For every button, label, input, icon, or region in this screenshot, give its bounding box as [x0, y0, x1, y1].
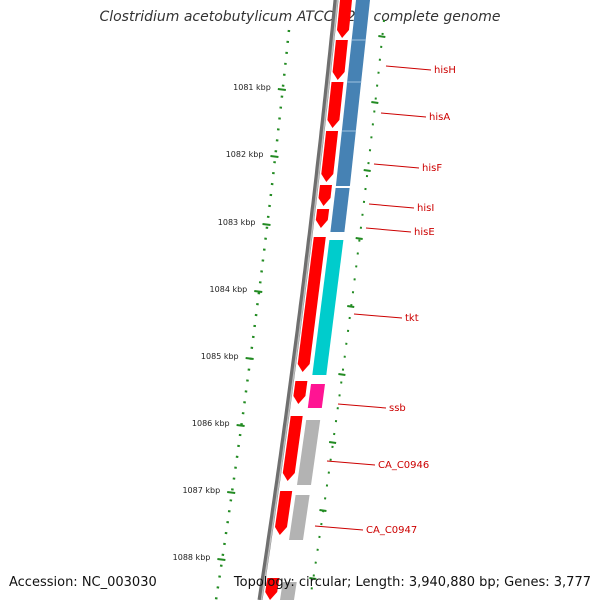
gene-label: ssb [389, 403, 406, 414]
gene-leader-line [365, 227, 412, 233]
outer-dotted-track [214, 29, 291, 600]
accession-text: Accession: NC_003030 [9, 575, 157, 590]
scale-tick-label: 1084 kbp [210, 285, 248, 294]
map-title: Clostridium acetobutylicum ATCC 824, com… [99, 9, 501, 25]
his-operon-block [335, 0, 370, 186]
scale-tick-label: 1083 kbp [218, 218, 256, 227]
track-tick [347, 305, 355, 308]
scale-tick-label: 1086 kbp [192, 419, 230, 428]
scale-tick [236, 424, 245, 427]
gene-leader-line [380, 112, 427, 118]
scale-tick-label: 1085 kbp [201, 352, 239, 361]
scale-tick [270, 155, 279, 158]
cds-arrow [327, 82, 344, 128]
cds-arrow [337, 0, 352, 38]
scale-tick-label: 1081 kbp [233, 83, 271, 92]
track-tick [338, 373, 346, 376]
scale-tick-label: 1082 kbp [226, 150, 264, 159]
cds-arrow [297, 237, 326, 372]
his-operon-block [330, 188, 350, 232]
scale-tick [227, 491, 236, 494]
gene-label: hisF [422, 163, 442, 174]
track-tick [378, 35, 386, 38]
gene-leader-line [373, 163, 420, 169]
gene-label: hisA [429, 112, 450, 123]
gene-label: hisE [414, 227, 435, 238]
cds-arrow [265, 578, 280, 600]
track-tick [355, 237, 363, 240]
scale-tick [254, 290, 263, 293]
genome-summary-text: Topology: circular; Length: 3,940,880 bp… [233, 575, 591, 590]
cds-arrow [321, 131, 339, 182]
hypothetical-block [297, 420, 321, 485]
track-tick [309, 577, 317, 580]
cds-arrow [282, 416, 303, 481]
cds-arrow [318, 185, 332, 206]
scale-tick-label: 1088 kbp [173, 553, 211, 562]
scale-tick [245, 357, 254, 360]
cds-arrow [315, 209, 330, 228]
track-tick [371, 101, 379, 104]
ssb-block [307, 384, 325, 408]
track-tick [328, 441, 337, 444]
backbone-line [257, 0, 339, 600]
gene-leader-line [314, 525, 364, 531]
cds-arrow [275, 491, 293, 535]
track-tick [363, 169, 371, 172]
gene-leader-line [337, 403, 387, 409]
scale-tick [217, 558, 226, 561]
gene-label: CA_C0946 [378, 460, 429, 471]
scale-tick [277, 88, 286, 91]
scale-tick [262, 223, 271, 226]
gene-leader-line [353, 313, 403, 319]
gene-leader-line [385, 65, 432, 71]
scale-tick-label: 1087 kbp [182, 486, 220, 495]
backbone-highlight [260, 0, 339, 600]
gene-label: hisH [434, 65, 456, 76]
tkt-block [312, 240, 344, 375]
cds-arrow [293, 381, 308, 404]
hypothetical-block [280, 582, 297, 600]
hypothetical-block [289, 495, 310, 540]
gene-label: hisI [417, 203, 434, 214]
gene-label: tkt [405, 313, 419, 324]
gene-leader-line [326, 460, 376, 466]
track-tick [319, 509, 327, 512]
cds-arrow [332, 40, 348, 80]
gene-leader-line [368, 203, 415, 209]
gene-label: CA_C0947 [366, 525, 417, 536]
